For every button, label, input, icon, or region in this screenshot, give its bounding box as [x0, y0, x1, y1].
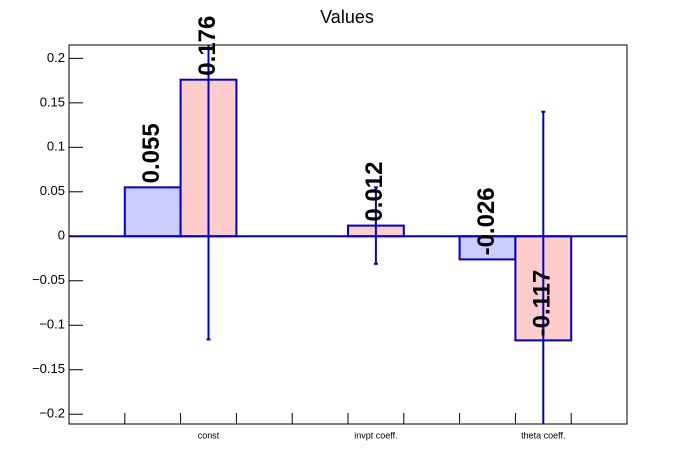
y-tick-label: 0.1 — [47, 139, 65, 154]
x-tick-label: theta coeff. — [521, 430, 565, 440]
y-tick-label: 0.05 — [40, 183, 65, 198]
data-label: 0.176 — [194, 16, 221, 76]
data-label: -0.026 — [473, 187, 500, 255]
y-tick-label: 0 — [58, 228, 65, 243]
y-tick-label: −0.05 — [32, 272, 65, 287]
y-tick-label: 0.2 — [47, 50, 65, 65]
y-tick-label: 0.15 — [40, 94, 65, 109]
bar — [123, 186, 182, 238]
x-tick-label: invpt coeff. — [354, 430, 397, 440]
chart-title: Values — [320, 7, 374, 27]
y-tick-label: −0.15 — [32, 361, 65, 376]
y-tick-label: −0.2 — [39, 406, 65, 421]
data-label: -0.117 — [529, 270, 556, 337]
data-label: 0.055 — [138, 123, 165, 183]
data-label: 0.012 — [361, 162, 388, 222]
y-tick-label: −0.1 — [39, 317, 65, 332]
x-tick-label: const — [198, 430, 220, 440]
